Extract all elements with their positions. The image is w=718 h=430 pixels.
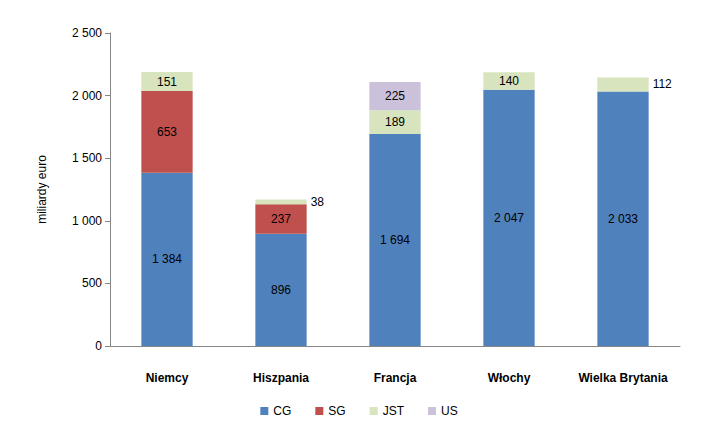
svg-text:140: 140 <box>499 74 519 88</box>
svg-text:2 047: 2 047 <box>494 211 524 225</box>
svg-text:Wielka Brytania: Wielka Brytania <box>578 371 668 385</box>
svg-text:0: 0 <box>95 339 102 353</box>
svg-text:miliardy euro: miliardy euro <box>35 155 49 224</box>
svg-text:2 500: 2 500 <box>72 26 102 40</box>
svg-text:JST: JST <box>383 404 405 418</box>
svg-text:653: 653 <box>157 125 177 139</box>
svg-text:500: 500 <box>82 276 102 290</box>
svg-text:896: 896 <box>271 283 291 297</box>
svg-text:1 694: 1 694 <box>380 233 410 247</box>
svg-text:Hiszpania: Hiszpania <box>253 371 309 385</box>
svg-text:2 000: 2 000 <box>72 89 102 103</box>
svg-text:1 500: 1 500 <box>72 151 102 165</box>
svg-text:237: 237 <box>271 212 291 226</box>
svg-text:38: 38 <box>311 195 325 209</box>
svg-text:2 033: 2 033 <box>608 212 638 226</box>
svg-text:Francja: Francja <box>374 371 417 385</box>
svg-text:225: 225 <box>385 89 405 103</box>
svg-text:112: 112 <box>653 77 672 91</box>
svg-text:US: US <box>441 404 458 418</box>
svg-text:Włochy: Włochy <box>488 371 531 385</box>
svg-text:Niemcy: Niemcy <box>146 371 189 385</box>
svg-text:189: 189 <box>385 115 405 129</box>
svg-text:SG: SG <box>328 404 345 418</box>
svg-text:1 384: 1 384 <box>152 252 182 266</box>
svg-text:CG: CG <box>273 404 291 418</box>
svg-text:1 000: 1 000 <box>72 214 102 228</box>
svg-text:151: 151 <box>157 75 177 89</box>
